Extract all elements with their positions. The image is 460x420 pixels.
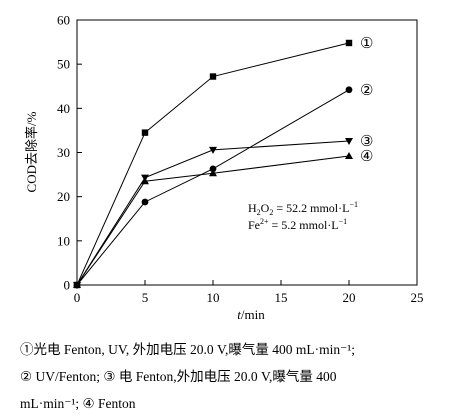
series-markers [73, 39, 353, 289]
figure-caption: ①光电 Fenton, UV, 外加电压 20.0 V,曝气量 400 mL·m… [20, 336, 450, 417]
x-tick-label: 10 [207, 290, 220, 305]
annotation-h2o2: H2O2 = 52.2 mmol·L−1 [248, 200, 358, 217]
caption-line-3: mL·min⁻¹; ④ Fenton [20, 396, 136, 411]
data-point-series-3 [345, 138, 353, 146]
series-lines [76, 42, 350, 286]
data-point-series-2 [209, 165, 217, 173]
y-tick-label: 30 [57, 145, 70, 160]
x-tick-label: 0 [74, 290, 81, 305]
data-point-series-1 [209, 73, 217, 80]
data-point-series-4 [73, 281, 81, 288]
series-line-1 [76, 42, 350, 286]
data-point-series-1 [141, 129, 149, 136]
y-tick-label: 10 [57, 233, 70, 248]
y-tick-label: 50 [57, 57, 70, 72]
data-point-series-4 [345, 152, 353, 160]
series-line-3 [76, 140, 350, 286]
y-tick-label: 20 [57, 189, 70, 204]
x-tick-label: 15 [275, 290, 288, 305]
series-labels: ① ② ③④ [360, 36, 373, 165]
x-axis-variable: t [237, 307, 241, 322]
series-line-4 [76, 155, 350, 286]
x-tick-label: 5 [142, 290, 149, 305]
x-axis-unit: /min [241, 307, 265, 322]
data-point-series-1 [345, 39, 353, 47]
data-point-series-4 [209, 169, 217, 177]
x-tick-label: 25 [411, 290, 424, 305]
series-line-2 [76, 89, 350, 286]
x-tick-label: 20 [343, 290, 356, 305]
y-tick-label: 0 [64, 278, 71, 293]
series-label-3: ③ [360, 134, 373, 150]
y-tick-label: 60 [57, 13, 70, 28]
data-point-series-2 [141, 198, 149, 206]
data-point-series-3 [209, 146, 217, 154]
caption-line-2: ② UV/Fenton; ③ 电 Fenton,外加电压 20.0 V,曝气量 … [20, 369, 337, 384]
data-point-series-4 [141, 177, 149, 185]
x-axis-label: t/min [237, 307, 265, 322]
caption-line-1: ①光电 Fenton, UV, 外加电压 20.0 V,曝气量 400 mL·m… [20, 342, 356, 357]
data-point-series-2 [345, 86, 353, 94]
series-label-2: ② [360, 83, 373, 99]
annotation-fe2: Fe2+ = 5.2 mmol·L−1 [248, 217, 347, 232]
series-label-1: ① [360, 36, 373, 52]
x-axis-ticks: 0 5 10 15 20 25 [74, 280, 424, 305]
y-axis-ticks: 0 10 20 30 40 50 60 [57, 13, 82, 293]
series-label-4: ④ [360, 149, 373, 165]
y-tick-label: 40 [57, 101, 70, 116]
y-axis-label: COD去除率/% [24, 111, 39, 192]
